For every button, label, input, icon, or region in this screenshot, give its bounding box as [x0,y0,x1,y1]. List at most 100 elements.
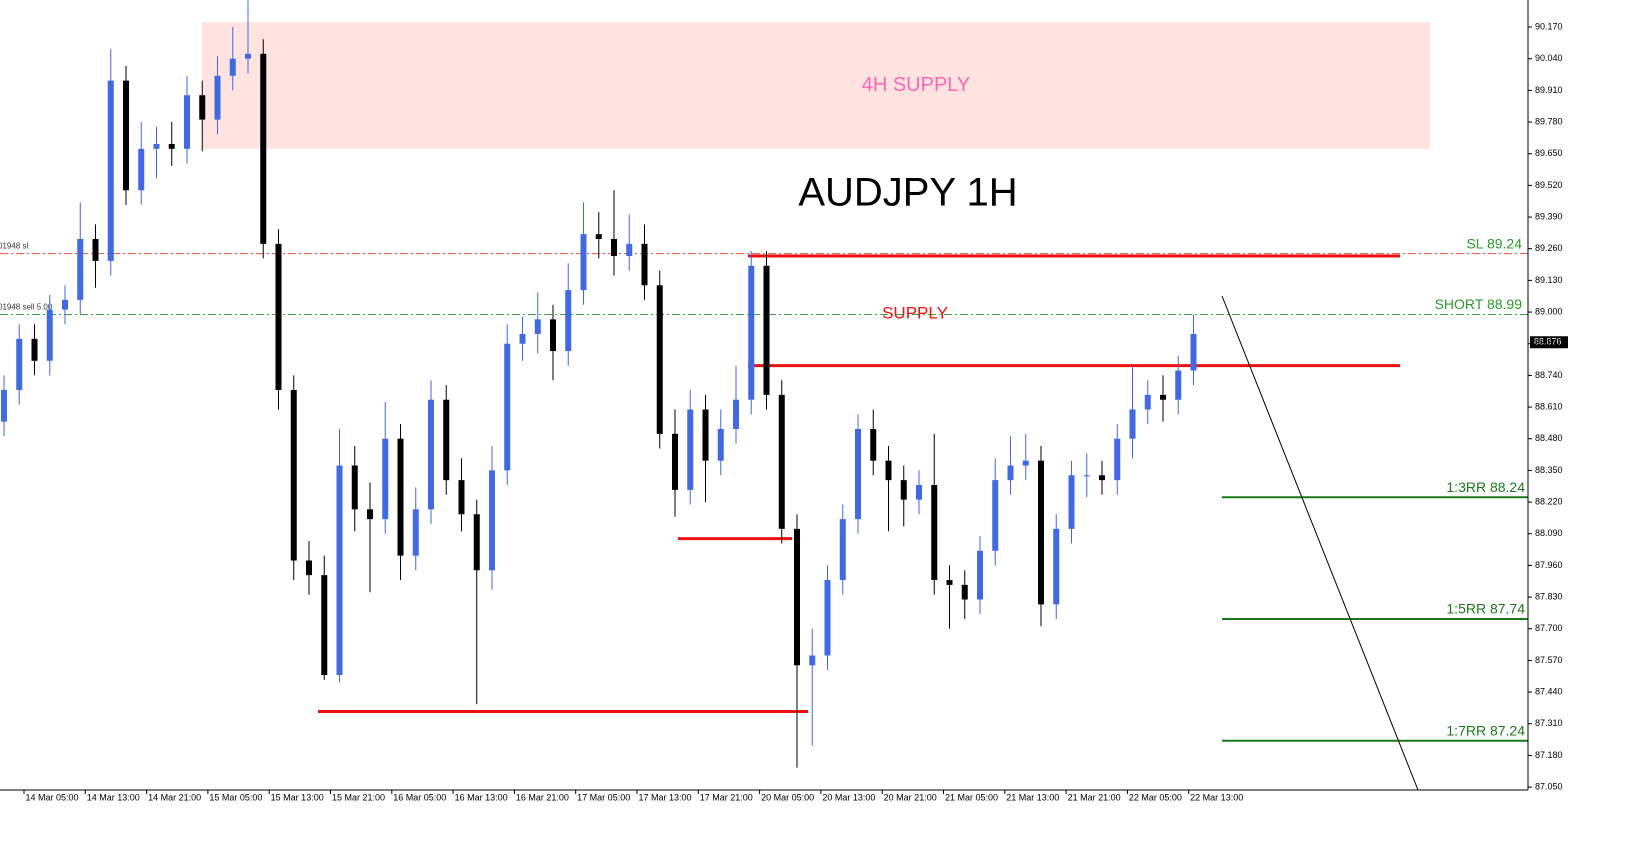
current-price-label: 88.876 [1534,337,1562,347]
y-tick-label: 87.570 [1535,655,1563,665]
y-tick-label: 88.090 [1535,528,1563,538]
x-tick-label: 21 Mar 13:00 [1006,792,1059,802]
candle-body [367,509,373,520]
candle-body [702,409,709,461]
candle-body [565,290,572,352]
x-tick-label: 20 Mar 21:00 [884,792,937,802]
candle-body [778,394,785,529]
candle-body [412,509,419,556]
candle-body [184,95,190,149]
candle-body [62,299,68,310]
y-tick-label: 88.480 [1535,433,1563,443]
candle-body [1038,460,1044,605]
candle-body [245,53,251,59]
x-tick-label: 20 Mar 13:00 [822,792,875,802]
candle-body [1083,475,1090,477]
x-tick-label: 21 Mar 05:00 [945,792,998,802]
candle-body [1175,370,1182,400]
y-tick-label: 89.650 [1535,148,1563,158]
x-tick-label: 16 Mar 05:00 [393,792,446,802]
candle-body [916,485,922,500]
level-label: SHORT 88.99 [1435,296,1523,312]
candle-body [1190,333,1197,371]
candle-body [1099,475,1105,481]
candle-body [473,514,480,571]
y-tick-label: 90.040 [1535,53,1563,63]
candle-body [199,95,206,120]
candle-body [717,428,724,461]
candle-body [1068,475,1075,529]
y-tick-label: 88.610 [1535,401,1563,411]
candle-body [31,338,38,361]
candle-body [611,238,617,257]
candle-body [107,80,114,261]
annotation-layer: SUPPLY 88.876 [882,303,1568,349]
candle-body [946,580,953,585]
x-tick-label: 17 Mar 05:00 [577,792,630,802]
candle-body [397,438,404,556]
candle-body [733,399,739,429]
zone-layer: 4H SUPPLY [202,22,1430,149]
candle-body [138,148,145,191]
x-tick-label: 20 Mar 05:00 [761,792,814,802]
projection-line [1221,295,1419,791]
y-tick-label: 90.170 [1535,21,1563,31]
candle-body [885,460,892,481]
x-tick-label: 15 Mar 05:00 [209,792,262,802]
candle-body [595,234,602,239]
candle-body [153,143,160,149]
candle-body [92,238,99,261]
candle-body [1,390,7,422]
candle-body [1022,460,1029,466]
candle-body [458,480,465,515]
x-tick-label: 15 Mar 13:00 [271,792,324,802]
candle-body [580,234,587,291]
y-tick-label: 87.310 [1535,718,1563,728]
candle-body [1144,394,1151,410]
supply-zone [202,22,1430,149]
supply-zone-label: 4H SUPPLY [862,74,971,96]
candle-body [855,428,861,520]
y-tick-label: 87.180 [1535,750,1563,760]
candle-body [824,580,831,656]
candle-body [290,390,297,561]
y-tick-label: 87.440 [1535,686,1563,696]
x-tick-label: 16 Mar 13:00 [455,792,508,802]
candle-body [931,485,938,581]
candle-body [77,238,84,300]
candle-body [626,243,633,257]
candle-body [656,285,663,434]
candle-body [1053,528,1060,605]
x-tick-label: 21 Mar 21:00 [1068,792,1121,802]
candle-body [46,309,53,361]
y-tick-label: 88.870 [1535,338,1563,348]
y-tick-label: 87.830 [1535,591,1563,601]
supply-label: SUPPLY [882,303,948,322]
x-tick-label: 17 Mar 13:00 [638,792,691,802]
candle-body [336,465,343,676]
candle-body [1114,438,1121,481]
candle-body [748,265,755,400]
candle-body [809,655,816,666]
chart-title: AUDJPY 1H [798,171,1017,215]
candle-body [382,438,389,520]
x-tick-label: 15 Mar 21:00 [332,792,385,802]
y-tick-label: 89.780 [1535,116,1563,126]
y-tick-label: 89.130 [1535,275,1563,285]
x-tick-label: 16 Mar 21:00 [516,792,569,802]
candle-body [763,265,770,395]
y-tick-label: 89.910 [1535,85,1563,95]
x-tick-label: 22 Mar 13:00 [1190,792,1243,802]
candle-body [16,338,23,391]
candle-body [794,528,800,666]
candle-body [687,409,694,490]
target-label: 1:3RR 88.24 [1446,479,1525,495]
candle-body [351,465,358,510]
candle-body [260,53,267,244]
candle-body [229,58,236,76]
candle-body [168,143,175,149]
candles-layer [1,0,1197,768]
x-tick-label: 14 Mar 13:00 [87,792,140,802]
level-label: SL 89.24 [1466,235,1522,251]
